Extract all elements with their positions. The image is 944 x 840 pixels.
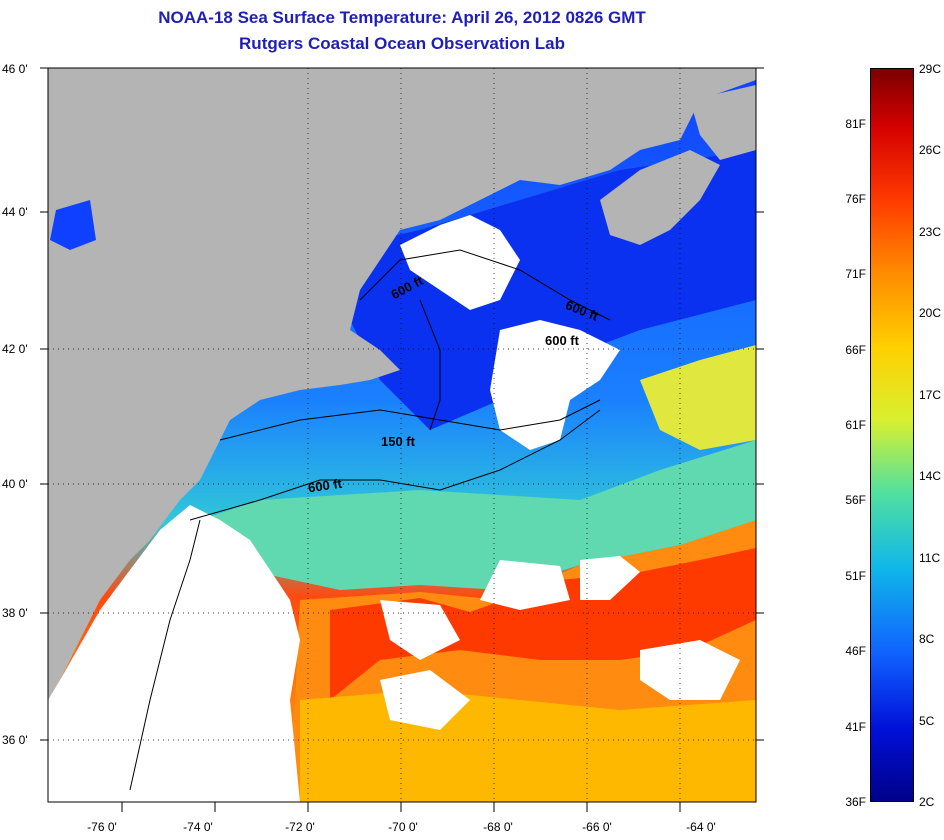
map-area — [48, 68, 756, 802]
colorbar-label-f: 36F — [845, 795, 866, 809]
lon-label: -64 0' — [686, 820, 716, 834]
depth-contour-georges — [419, 299, 441, 431]
contour-label: 150 ft — [381, 434, 415, 449]
colorbar-label-f: 51F — [845, 569, 866, 583]
depth-contour-600-shelf — [189, 409, 601, 521]
colorbar — [870, 68, 914, 802]
lat-label: 40 0' — [2, 477, 28, 491]
contour-label: 600 ft — [545, 333, 579, 348]
lat-label: 44 0' — [2, 205, 28, 219]
cloud-patch-1 — [580, 556, 640, 600]
land-mainland — [48, 68, 756, 700]
lon-label: -68 0' — [483, 820, 513, 834]
cloud-patch-4 — [640, 640, 740, 700]
colorbar-label-f: 81F — [845, 117, 866, 131]
axis-ticks — [40, 67, 764, 812]
lon-label: -76 0' — [87, 820, 117, 834]
colorbar-label-f: 41F — [845, 720, 866, 734]
warm-yellow-region — [300, 690, 756, 802]
map-frame — [47, 67, 757, 803]
shelf-water — [200, 440, 756, 590]
cloud-cover-maine — [400, 215, 520, 310]
lat-label: 36 0' — [2, 733, 28, 747]
lon-label: -70 0' — [388, 820, 418, 834]
land-nova-scotia — [600, 150, 720, 245]
lat-label: 46 0' — [2, 62, 28, 76]
colorbar-label-c: 11C — [919, 551, 941, 565]
colorbar-label-f: 61F — [845, 418, 866, 432]
land-new-brunswick — [690, 85, 756, 160]
gulf-stream — [330, 548, 756, 700]
colorbar-label-c: 26C — [919, 143, 942, 157]
colorbar-label-c: 5C — [919, 714, 935, 728]
cloud-patch-5 — [380, 670, 470, 730]
colorbar-label-c: 23C — [919, 225, 942, 239]
map-title: NOAA-18 Sea Surface Temperature: April 2… — [158, 8, 646, 27]
colorbar-label-f: 71F — [845, 267, 866, 281]
colorbar-label-c: 20C — [919, 306, 942, 320]
warm-eddy — [640, 345, 756, 450]
colorbar-gradient — [870, 68, 914, 802]
cloud-cover-southwest — [48, 505, 300, 802]
colorbar-label-f: 46F — [845, 644, 866, 658]
colorbar-label-c: 17C — [919, 388, 942, 402]
depth-contour-600-south — [129, 519, 201, 791]
map-subtitle: Rutgers Coastal Ocean Observation Lab — [239, 34, 565, 53]
cloud-cover-georges-bank — [490, 320, 620, 450]
lon-label: -66 0' — [582, 820, 612, 834]
colorbar-label-c: 8C — [919, 632, 935, 646]
depth-contour-150 — [219, 399, 601, 441]
colorbar-label-c: 29C — [919, 62, 942, 76]
colorbar-label-f: 56F — [845, 493, 866, 507]
colorbar-label-f: 76F — [845, 192, 866, 206]
lat-label: 42 0' — [2, 342, 28, 356]
depth-contour-600-maine — [359, 249, 611, 321]
cloud-patch-3 — [380, 600, 460, 660]
colorbar-label-c: 2C — [919, 795, 935, 809]
lat-label: 38 0' — [2, 606, 28, 620]
colorbar-label-f: 66F — [845, 343, 866, 357]
lake-ontario — [50, 200, 96, 250]
colorbar-label-c: 14C — [919, 469, 942, 483]
lon-label: -74 0' — [183, 820, 213, 834]
graticule — [48, 68, 756, 802]
cloud-patch-2 — [480, 560, 570, 610]
lon-label: -72 0' — [285, 820, 315, 834]
